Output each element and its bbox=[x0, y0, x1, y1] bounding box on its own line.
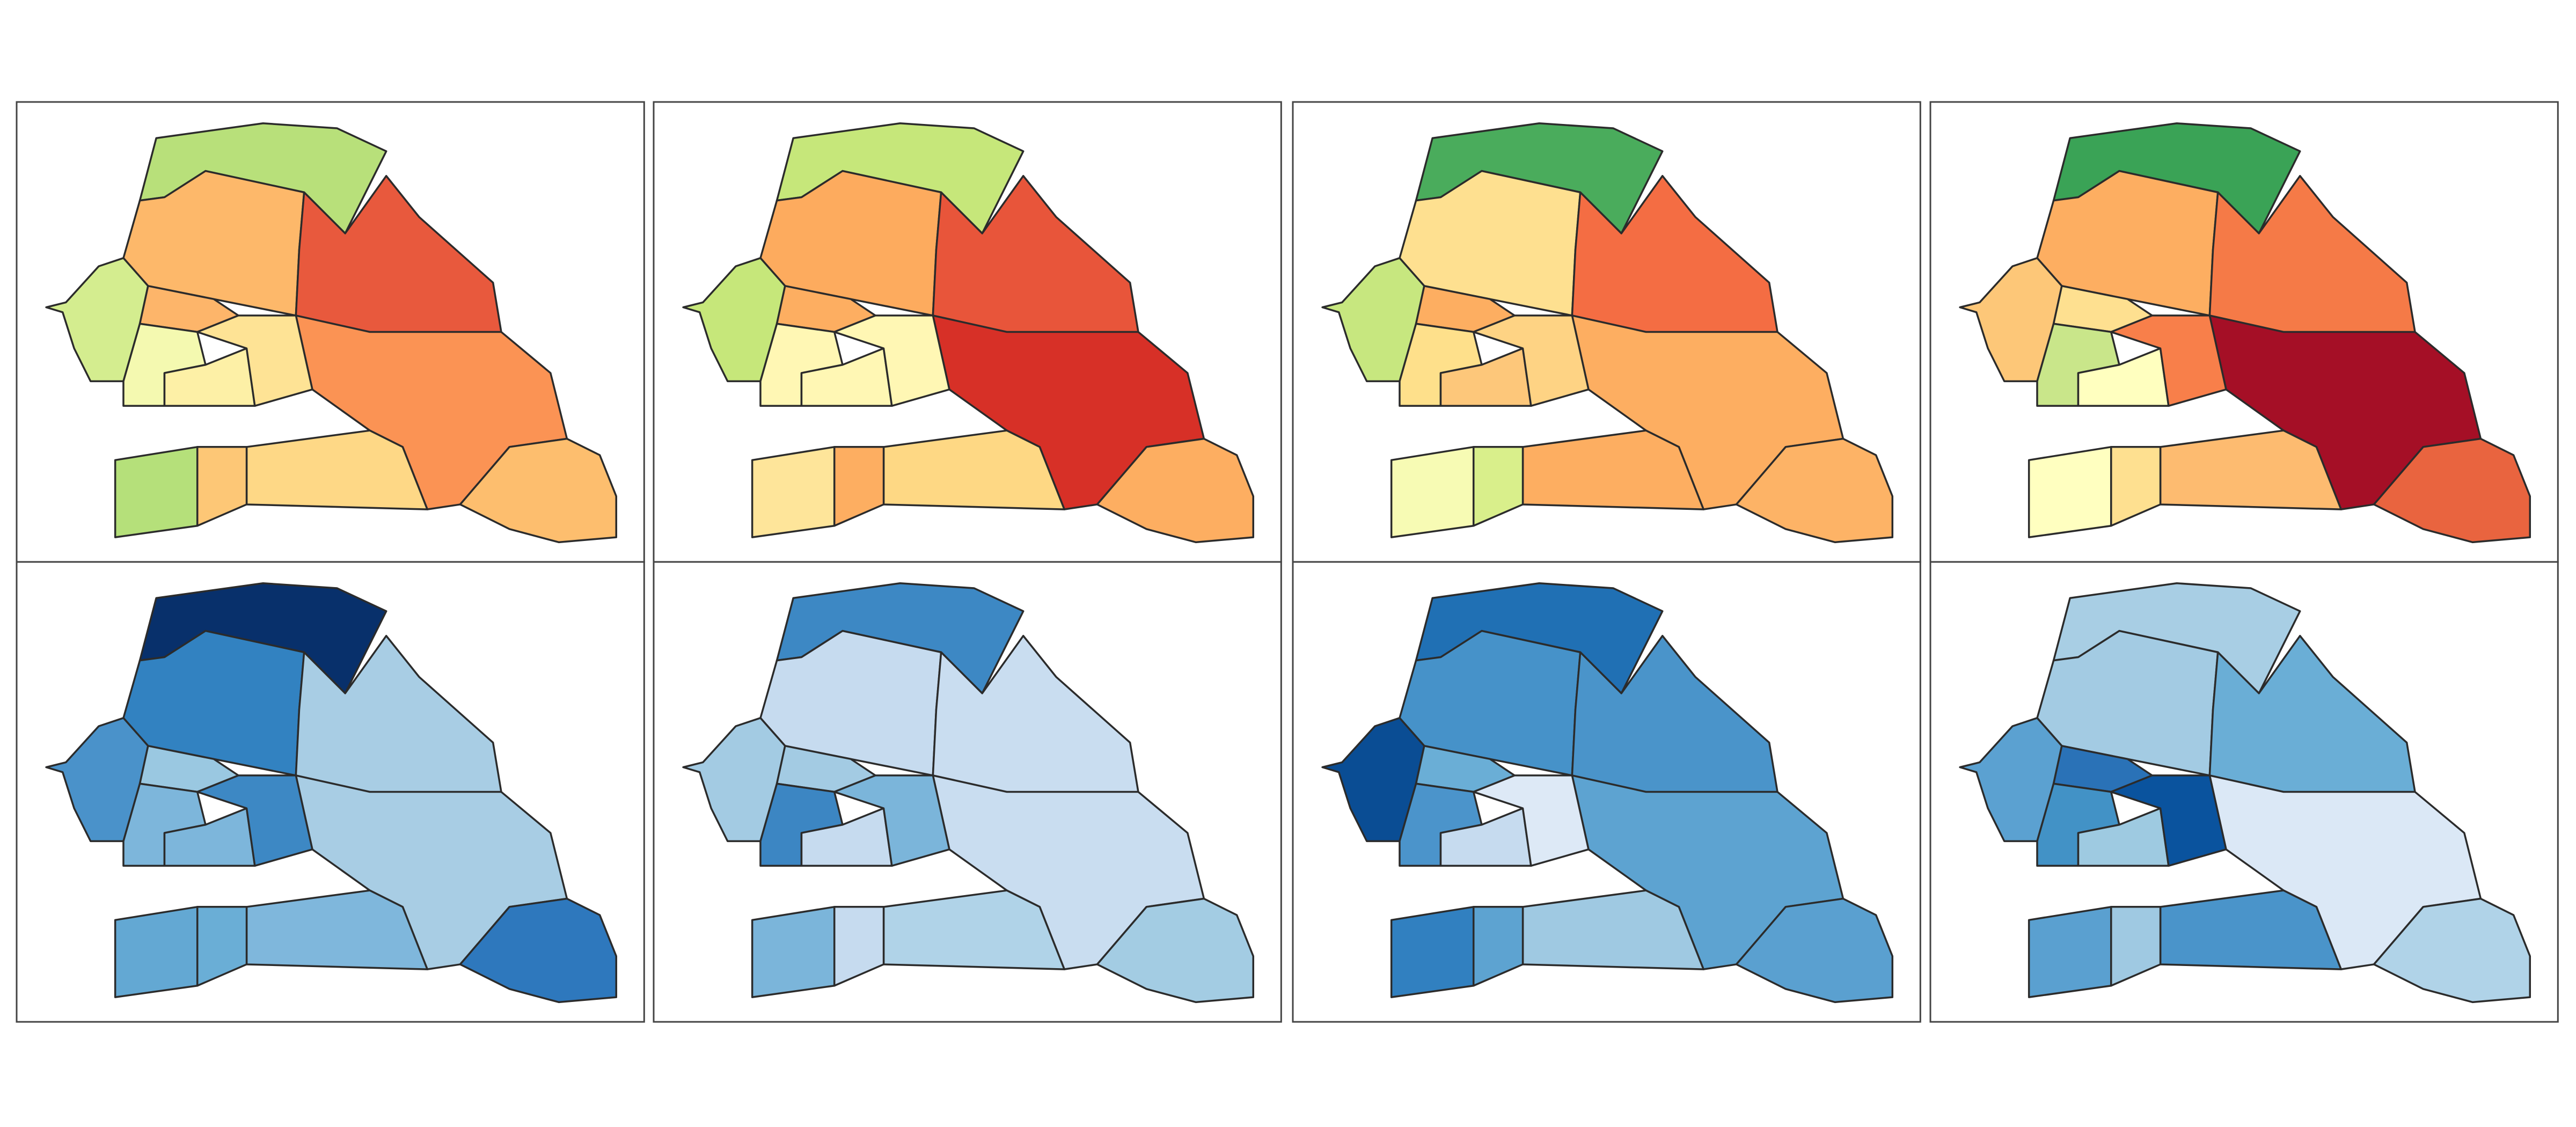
map bbox=[46, 583, 616, 1002]
region bbox=[460, 899, 616, 1002]
region bbox=[752, 907, 835, 997]
region bbox=[835, 316, 949, 406]
region bbox=[2111, 316, 2226, 406]
region bbox=[2374, 439, 2530, 543]
region bbox=[835, 907, 884, 986]
region bbox=[115, 907, 197, 997]
panel-frame bbox=[16, 561, 645, 1023]
map-panel bbox=[1292, 561, 1921, 1023]
map bbox=[1960, 123, 2530, 543]
region bbox=[2374, 899, 2530, 1002]
panel-frame bbox=[1292, 561, 1921, 1023]
region bbox=[460, 439, 616, 543]
panel-frame bbox=[653, 561, 1282, 1023]
region bbox=[2029, 907, 2111, 997]
region bbox=[115, 447, 197, 537]
map-panel bbox=[1929, 561, 2559, 1023]
region bbox=[752, 447, 835, 537]
region bbox=[1392, 447, 1474, 537]
region bbox=[197, 447, 247, 526]
panel-frame bbox=[1929, 561, 2559, 1023]
map-panel bbox=[16, 101, 645, 563]
map bbox=[683, 123, 1253, 543]
region bbox=[1736, 439, 1892, 543]
region bbox=[197, 775, 312, 866]
region bbox=[2111, 775, 2226, 866]
region bbox=[1474, 447, 1523, 526]
map-panel bbox=[16, 561, 645, 1023]
map-panel bbox=[653, 561, 1282, 1023]
region bbox=[1474, 316, 1589, 406]
region bbox=[1097, 439, 1253, 543]
region bbox=[1474, 907, 1523, 986]
map-panel bbox=[1292, 101, 1921, 563]
region bbox=[835, 447, 884, 526]
map bbox=[1960, 583, 2530, 1002]
map bbox=[1322, 123, 1892, 543]
region bbox=[1736, 899, 1892, 1002]
region bbox=[1097, 899, 1253, 1002]
map-panel bbox=[1929, 101, 2559, 563]
map bbox=[1322, 583, 1892, 1002]
region bbox=[835, 775, 949, 866]
region bbox=[1392, 907, 1474, 997]
region bbox=[2111, 447, 2161, 526]
region bbox=[2029, 447, 2111, 537]
map bbox=[683, 583, 1253, 1002]
region bbox=[197, 907, 247, 986]
region bbox=[197, 316, 312, 406]
region bbox=[1474, 775, 1589, 866]
region bbox=[2111, 907, 2161, 986]
map bbox=[46, 123, 616, 543]
map-panel bbox=[653, 101, 1282, 563]
